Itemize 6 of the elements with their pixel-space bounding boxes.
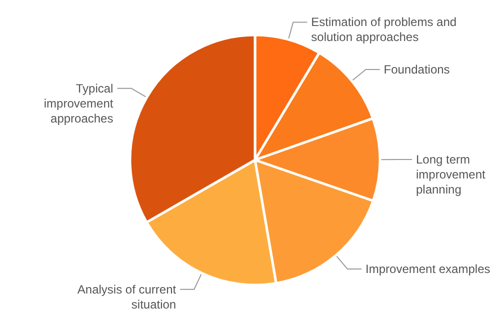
slice-label: Analysis of current situation bbox=[77, 282, 177, 312]
slice-label: Improvement examples bbox=[366, 262, 490, 276]
slice-label: Typical improvement approaches bbox=[44, 81, 114, 126]
slice-label: Estimation of problems and solution approaches bbox=[311, 15, 457, 44]
slice-label: Foundations bbox=[384, 62, 450, 77]
slice-label: Long term improvement planning bbox=[416, 152, 486, 197]
